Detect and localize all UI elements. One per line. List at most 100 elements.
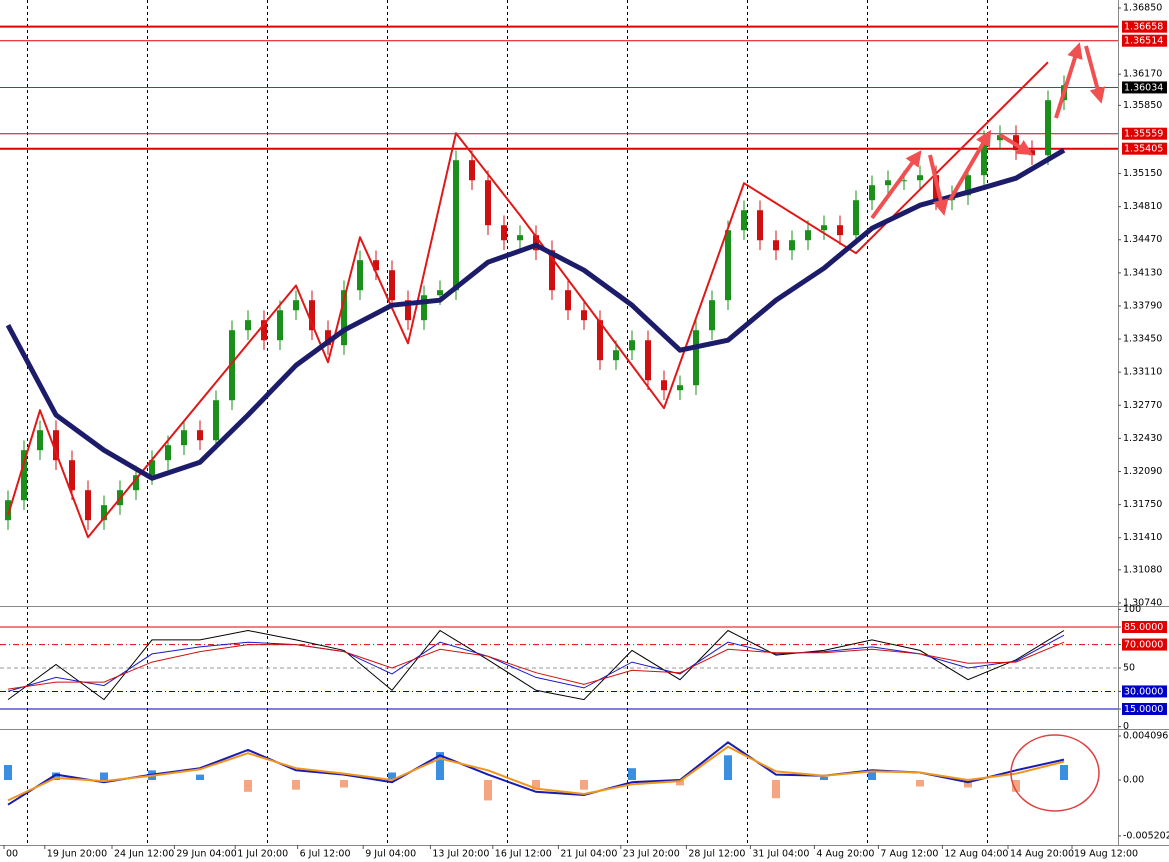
histogram-bar [436,752,444,781]
histogram-bar [292,780,300,790]
histogram-bar [100,772,108,781]
candle-body [53,430,59,461]
x-tick-label: 6 Jul 12:00 [300,849,351,860]
price-level-label: 1.36658 [1124,22,1163,33]
y-tick-label: 1.34810 [1123,201,1162,212]
candle-body [309,300,315,331]
y-tick-label: -0.005202 [1123,830,1169,841]
arrow [1084,45,1106,104]
candle-body [805,230,811,241]
macd-line [7,745,1065,802]
histogram-bar [484,780,492,801]
price-level-label: 1.35559 [1124,129,1163,140]
candle-body [453,160,459,291]
price-level-label: 1.36514 [1124,36,1163,47]
moving-average [5,148,1066,481]
x-tick-label: 12 Aug 04:00 [944,849,1008,860]
candle-body [709,300,715,331]
oscillator-line [7,634,1065,692]
candle-body [389,270,395,301]
histogram-bar [1060,764,1068,781]
x-tick-label: 19 Aug 12:00 [1074,849,1138,860]
histogram-bar [340,780,348,788]
y-tick-label: 1.34130 [1123,267,1162,278]
arrow [948,129,992,202]
candle-body [213,400,219,441]
annotation-arrows [870,42,1106,220]
candle-body [901,180,907,182]
candle-body [629,340,635,351]
x-tick-label: 14 Aug 20:00 [1010,849,1074,860]
level-label-box [1122,620,1167,633]
arrow [1054,42,1083,119]
y-tick-label: 1.34470 [1123,234,1162,245]
candle-body [373,260,379,271]
arrow [998,133,1034,156]
candle-body [581,310,587,321]
candle-body [293,300,299,311]
candle-body [485,180,491,226]
histogram-bar [532,780,540,790]
x-tick-label: 19 Jun 20:00 [47,849,107,860]
arrow [928,154,949,216]
price-level-label-box [1122,127,1167,140]
candle-body [965,175,971,196]
candle-body [421,295,427,321]
oscillator-line [7,641,1065,690]
y-tick-label: 1.35150 [1123,168,1162,179]
level-label-box [1122,638,1167,651]
level-label-box [1122,685,1167,698]
candle-body [469,160,475,181]
candle-body [741,210,747,231]
candle-body [1045,100,1051,156]
x-tick-label: 24 Jun 12:00 [114,849,174,860]
candle-body [405,300,411,321]
candle-body [565,290,571,311]
candle-body [437,290,443,296]
candle-body [133,475,139,491]
price-level-label: 1.35405 [1124,144,1163,155]
oscillator-line [7,629,1065,701]
candle-body [773,240,779,251]
candle-body [837,225,843,236]
candle-body [869,185,875,201]
zigzag-line [7,61,1049,539]
x-tick-label: 7 Aug 12:00 [880,849,938,860]
candle-body [789,240,795,251]
candle-body [21,450,27,501]
candle-body [261,320,267,341]
x-tick-label: 1 Jul 20:00 [237,849,288,860]
histogram-bar [724,755,732,781]
candle-body [101,505,107,521]
y-tick-label: 85.0000 [1124,622,1163,633]
y-tick-label: 1.30740 [1123,597,1162,608]
candle-body [165,445,171,461]
candle-body [357,260,363,291]
x-tick-label: 16 Jul 12:00 [495,849,552,860]
x-tick-label: 28 Jul 12:00 [688,849,745,860]
candle-body [981,140,987,176]
candle-body [693,330,699,386]
candle-body [341,290,347,346]
x-tick-label: 13 Jul 20:00 [432,849,489,860]
y-tick-label: 50 [1123,663,1135,674]
y-tick-label: 30.0000 [1124,686,1163,697]
candle-body [549,250,555,291]
histogram-bar [388,772,396,781]
histogram-bar [196,774,204,781]
x-tick-label: 4 Aug 20:00 [816,849,874,860]
y-tick-label: 15.0000 [1124,704,1163,715]
candle-body [181,430,187,446]
y-tick-label: 1.32090 [1123,466,1162,477]
y-tick-label: 1.33110 [1123,367,1162,378]
highlight-circle [1010,734,1100,812]
candle-body [885,180,891,186]
y-tick-label: 1.31750 [1123,499,1162,510]
candle-body [613,350,619,361]
candle-body [917,175,923,181]
y-tick-label: 1.36850 [1123,2,1162,13]
x-tick-label: 00 [6,849,18,860]
candle-body [997,135,1003,141]
